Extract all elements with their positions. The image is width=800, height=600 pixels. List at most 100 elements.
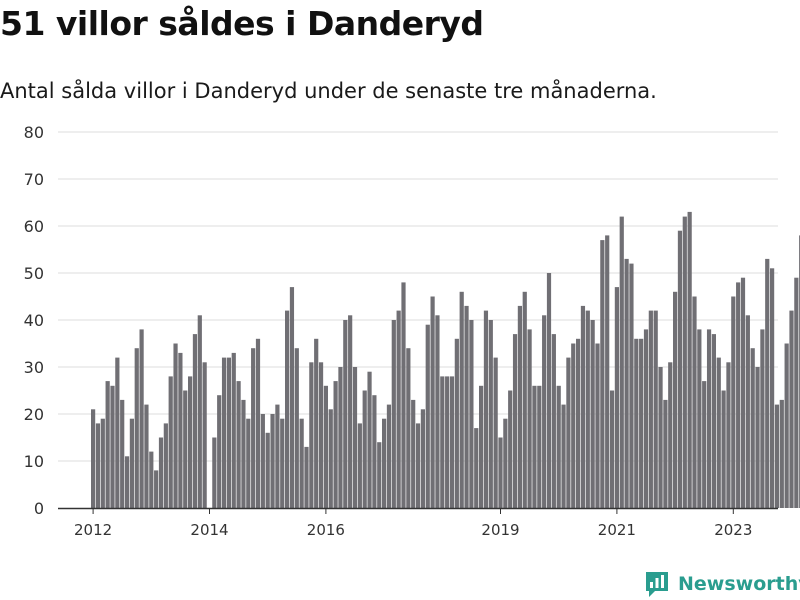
bar — [231, 352, 236, 508]
bar — [532, 385, 537, 508]
bar — [619, 216, 624, 508]
x-tick-label: 2016 — [307, 521, 345, 539]
bar — [251, 348, 256, 508]
bar — [255, 338, 261, 508]
bar — [178, 352, 183, 508]
bar — [595, 343, 600, 508]
bar — [445, 376, 450, 508]
bar — [173, 343, 178, 508]
bar — [503, 418, 508, 508]
bar — [653, 310, 658, 508]
bar — [115, 357, 120, 508]
bar — [226, 357, 231, 508]
bar — [154, 470, 159, 508]
bar — [721, 390, 726, 508]
bar — [464, 305, 469, 508]
bar — [794, 277, 799, 508]
bar — [571, 343, 576, 508]
bar — [435, 315, 440, 508]
bar — [197, 315, 202, 508]
bar — [750, 348, 755, 508]
bar — [600, 240, 605, 508]
bar — [158, 437, 164, 508]
bar — [755, 367, 760, 508]
bar — [639, 338, 644, 508]
bar — [634, 338, 639, 508]
bar — [246, 418, 251, 508]
bar — [585, 310, 590, 508]
bar — [382, 418, 387, 508]
bar — [124, 456, 130, 508]
bar — [483, 310, 489, 508]
bar — [711, 334, 716, 508]
bar — [221, 357, 227, 508]
bar — [474, 428, 479, 508]
bar — [391, 320, 396, 508]
y-tick-label: 0 — [34, 499, 44, 518]
bar — [236, 381, 241, 508]
bar — [692, 296, 697, 508]
y-tick-label: 60 — [24, 217, 44, 236]
bar — [270, 414, 275, 508]
x-tick-label: 2012 — [74, 521, 112, 539]
bar — [217, 395, 222, 508]
bar — [677, 230, 683, 508]
bar — [784, 343, 789, 508]
bar — [454, 338, 459, 508]
bar — [352, 367, 358, 508]
chart-subtitle: Antal sålda villor i Danderyd under de s… — [0, 79, 657, 103]
bar — [493, 357, 498, 508]
y-tick-label: 70 — [24, 170, 44, 189]
bar — [770, 268, 775, 508]
x-tick-label: 2021 — [598, 521, 636, 539]
bar — [546, 273, 552, 508]
bar — [314, 338, 319, 508]
bar — [726, 362, 731, 508]
bar — [498, 437, 503, 508]
x-tick-label: 2023 — [714, 521, 752, 539]
bar — [357, 423, 362, 508]
bar — [95, 423, 101, 508]
bar — [760, 329, 765, 508]
bar — [309, 362, 314, 508]
bar — [192, 334, 198, 508]
x-tick-label: 2019 — [481, 521, 519, 539]
bar — [682, 216, 687, 508]
bar — [411, 399, 416, 508]
bar — [551, 334, 556, 508]
bar — [139, 329, 144, 508]
bar — [706, 329, 712, 508]
bar — [318, 362, 324, 508]
bar — [668, 362, 673, 508]
bar — [629, 263, 634, 508]
newsworthy-logo-icon — [646, 572, 668, 597]
bar — [367, 371, 372, 508]
bar — [556, 385, 561, 508]
bar — [289, 287, 295, 508]
bar — [522, 291, 527, 508]
y-tick-label: 80 — [24, 123, 44, 142]
bar — [542, 315, 547, 508]
bar — [183, 390, 188, 508]
bar — [566, 357, 571, 508]
bar — [779, 399, 784, 508]
bar — [479, 385, 484, 508]
bar — [697, 329, 702, 508]
y-tick-label: 30 — [24, 358, 44, 377]
brand-logo: Newsworthy — [644, 569, 800, 599]
bar — [643, 329, 649, 508]
bar — [765, 258, 770, 508]
bar — [323, 385, 328, 508]
bar — [658, 367, 663, 508]
bar — [265, 432, 270, 508]
y-tick-label: 20 — [24, 405, 44, 424]
brand-name: Newsworthy — [678, 573, 800, 595]
bar — [736, 282, 741, 508]
bar — [774, 404, 780, 508]
bar — [469, 320, 474, 508]
bar — [624, 258, 629, 508]
bar — [648, 310, 653, 508]
y-tick-label: 40 — [24, 311, 44, 330]
bar — [609, 390, 615, 508]
